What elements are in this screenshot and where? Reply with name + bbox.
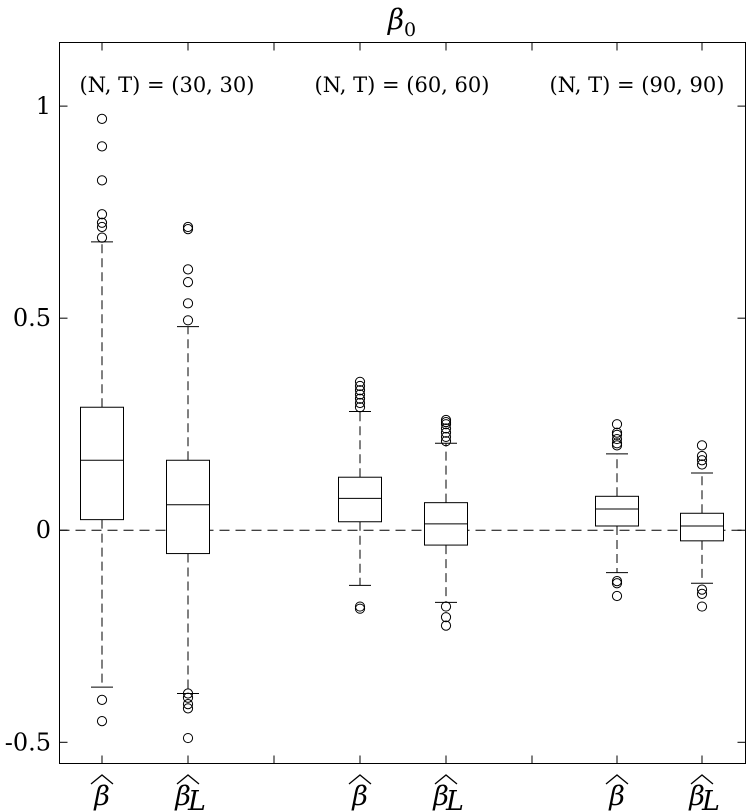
xtick-label-text: β bbox=[93, 781, 110, 811]
iqr-box bbox=[166, 459, 210, 555]
outlier-point bbox=[182, 692, 194, 703]
outlier-point bbox=[611, 433, 623, 445]
xtick-label: βL bbox=[688, 774, 720, 811]
outlier-point bbox=[696, 601, 708, 612]
outlier-point bbox=[611, 576, 623, 587]
outlier-point bbox=[354, 397, 366, 409]
group-label: (N, T) = (30, 30) bbox=[80, 73, 255, 97]
hat-accent bbox=[434, 774, 458, 785]
outlier-point bbox=[696, 459, 708, 470]
outlier-point bbox=[440, 431, 452, 443]
iqr-box bbox=[80, 406, 124, 521]
outlier-point bbox=[96, 113, 108, 124]
xtick-label-text: β bbox=[432, 781, 449, 811]
outlier-point bbox=[354, 380, 366, 392]
outlier-point bbox=[354, 601, 366, 612]
hat-accent bbox=[176, 774, 200, 785]
xtick-label: β bbox=[348, 774, 372, 811]
xtick-label-subscript: L bbox=[187, 786, 206, 811]
xtick-label-text: β bbox=[688, 781, 705, 811]
outlier-point bbox=[696, 455, 708, 466]
outlier-point bbox=[96, 715, 108, 727]
outlier-point bbox=[696, 440, 708, 451]
ytick-label: 0.5 bbox=[13, 304, 51, 332]
group-label: (N, T) = (60, 60) bbox=[315, 73, 490, 97]
outlier-point bbox=[182, 264, 194, 275]
xtick-label-text: β bbox=[608, 781, 625, 811]
outlier-point bbox=[354, 603, 366, 614]
iqr-box bbox=[595, 495, 639, 527]
outlier-point bbox=[440, 423, 452, 434]
xtick-label-text: β bbox=[351, 781, 368, 811]
outlier-point bbox=[182, 298, 194, 309]
outlier-point bbox=[182, 221, 194, 233]
hat-accent bbox=[348, 774, 372, 785]
ytick-label: -0.5 bbox=[5, 728, 51, 756]
outlier-point bbox=[696, 450, 708, 462]
outlier-point bbox=[96, 232, 108, 243]
outlier-point bbox=[354, 385, 366, 396]
box-2-beta-hat bbox=[338, 376, 382, 614]
outlier-point bbox=[182, 703, 194, 714]
outlier-point bbox=[440, 612, 452, 623]
box-1-beta-hat bbox=[80, 113, 124, 727]
xtick-label: βL bbox=[174, 774, 206, 811]
xtick-label-subscript: L bbox=[701, 786, 720, 811]
outlier-point bbox=[611, 578, 623, 589]
hat-accent bbox=[605, 774, 629, 785]
outlier-point bbox=[182, 688, 194, 699]
outlier-point bbox=[440, 620, 452, 631]
xtick-label-subscript: L bbox=[445, 786, 464, 811]
labels-layer: -0.500.51(N, T) = (30, 30)β βL(N, T) = (6… bbox=[5, 73, 725, 811]
outlier-point bbox=[611, 429, 623, 440]
outlier-point bbox=[440, 436, 452, 447]
hat-accent bbox=[690, 774, 714, 785]
hat-accent bbox=[90, 774, 114, 785]
outlier-point bbox=[354, 393, 366, 404]
outlier-point bbox=[182, 315, 194, 326]
outlier-point bbox=[696, 584, 708, 595]
outlier-point bbox=[182, 699, 194, 710]
boxes-layer bbox=[80, 113, 724, 744]
xtick-label: β bbox=[90, 774, 114, 811]
outlier-point bbox=[96, 175, 108, 186]
box-1-beta-hat-l bbox=[166, 221, 210, 744]
outlier-point bbox=[96, 141, 108, 152]
iqr-box bbox=[338, 476, 382, 523]
outlier-point bbox=[440, 419, 452, 430]
outlier-point bbox=[96, 217, 108, 228]
box-2-beta-hat-l bbox=[424, 414, 468, 631]
outlier-point bbox=[611, 440, 623, 451]
outlier-point bbox=[440, 427, 452, 438]
outlier-point bbox=[611, 590, 623, 602]
outlier-point bbox=[611, 419, 623, 430]
outlier-point bbox=[96, 694, 108, 705]
ytick-label: 0 bbox=[36, 516, 51, 544]
outlier-point bbox=[440, 601, 452, 612]
ticks-layer bbox=[59, 42, 746, 764]
plot-frame bbox=[59, 42, 746, 764]
group-label: (N, T) = (90, 90) bbox=[550, 73, 725, 97]
xtick-label-text: β bbox=[174, 781, 191, 811]
outlier-point bbox=[96, 209, 108, 220]
iqr-box bbox=[680, 512, 724, 542]
outlier-point bbox=[354, 389, 366, 400]
xtick-label: βL bbox=[432, 774, 464, 811]
box-3-beta-hat bbox=[595, 419, 639, 602]
outlier-point bbox=[354, 402, 366, 413]
outlier-point bbox=[354, 376, 366, 387]
outlier-point bbox=[182, 224, 194, 235]
outlier-point bbox=[182, 277, 194, 288]
outlier-point bbox=[96, 221, 108, 233]
outlier-point bbox=[182, 732, 194, 744]
xtick-label: β bbox=[605, 774, 629, 811]
outlier-point bbox=[696, 588, 708, 599]
ytick-label: 1 bbox=[36, 92, 51, 120]
chart-title: β0 bbox=[387, 3, 416, 41]
box-3-beta-hat-l bbox=[680, 440, 724, 612]
